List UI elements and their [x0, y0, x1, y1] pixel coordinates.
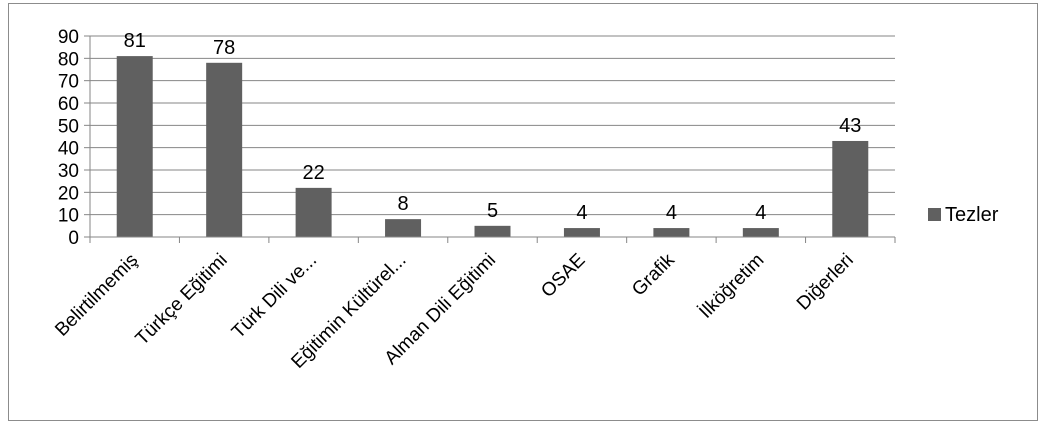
x-category-label: Türk Dili ve... — [228, 250, 321, 343]
y-tick-label: 30 — [58, 161, 79, 182]
y-tick-label: 60 — [58, 94, 79, 115]
data-label: 81 — [124, 30, 146, 52]
bar-6 — [653, 228, 690, 237]
bar-8 — [832, 140, 869, 237]
data-label: 4 — [755, 202, 766, 224]
x-category-label: Diğerleri — [793, 250, 858, 315]
x-category-label: Belirtilmemiş — [51, 250, 142, 341]
data-label: 4 — [666, 202, 677, 224]
legend-label: Tezler — [945, 204, 999, 226]
bar-4 — [474, 225, 511, 237]
legend-swatch — [928, 208, 941, 221]
y-tick-label: 40 — [58, 139, 79, 160]
data-label: 22 — [302, 162, 324, 184]
y-tick-label: 50 — [58, 116, 79, 137]
bar-0 — [116, 56, 153, 237]
data-label: 4 — [576, 202, 587, 224]
y-tick-label: 20 — [58, 183, 79, 204]
y-tick-label: 10 — [58, 206, 79, 227]
x-category-label: Grafik — [628, 249, 679, 300]
x-category-label: OSAE — [537, 250, 589, 302]
bar-series-tezler: 81 78 22 8 5 4 4 4 43 — [116, 30, 869, 237]
bar-3 — [385, 219, 422, 237]
data-label: 8 — [397, 193, 408, 215]
bar-7 — [742, 228, 779, 237]
data-label: 5 — [487, 200, 498, 222]
bar-5 — [563, 228, 600, 237]
y-tick-label: 80 — [58, 49, 79, 70]
bar-2 — [295, 187, 332, 237]
legend: Tezler — [928, 204, 999, 226]
data-label: 43 — [839, 115, 861, 137]
y-tick-label: 70 — [58, 72, 79, 93]
y-tick-label: 90 — [58, 27, 79, 48]
chart-frame: 0 10 20 30 40 50 60 70 80 90 81 78 22 8 5 4 4 4 43 Belirt… — [8, 3, 1038, 421]
y-tick-label: 0 — [68, 228, 79, 249]
x-category-label: Türkçe Eğitimi — [132, 250, 232, 350]
x-category-label: İlköğretim — [695, 250, 768, 323]
data-label: 78 — [213, 37, 235, 59]
bar-1 — [206, 62, 243, 237]
